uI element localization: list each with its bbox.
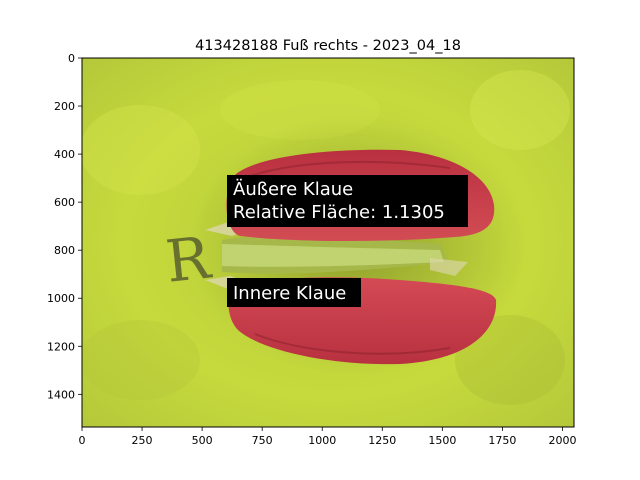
y-tick-label: 0 <box>68 52 75 65</box>
outer-claw-label-box <box>227 175 468 227</box>
y-tick-label: 200 <box>54 100 75 113</box>
x-axis: 0 250 500 750 1000 1250 1500 1750 2000 <box>79 427 576 447</box>
y-tick-label: 400 <box>54 148 75 161</box>
x-tick-label: 0 <box>79 434 86 447</box>
x-tick-label: 1750 <box>488 434 516 447</box>
inner-claw-label: Innere Klaue <box>227 278 361 307</box>
y-tick-label: 600 <box>54 196 75 209</box>
x-tick-label: 1500 <box>428 434 456 447</box>
y-axis: 0 200 400 600 800 1000 1200 1400 <box>47 52 82 401</box>
handwritten-r-mark: R <box>163 223 216 295</box>
x-tick-label: 250 <box>132 434 153 447</box>
outer-claw-label: Äußere Klaue Relative Fläche: 1.1305 <box>227 175 468 227</box>
x-tick-label: 750 <box>252 434 273 447</box>
inner-claw-label-box <box>227 278 361 307</box>
inner-claw-label-line1: Innere Klaue <box>233 283 346 304</box>
x-tick-label: 1250 <box>368 434 396 447</box>
outer-claw-label-line2: Relative Fläche: 1.1305 <box>233 202 445 223</box>
chart-title: 413428188 Fuß rechts - 2023_04_18 <box>195 38 461 54</box>
y-tick-label: 800 <box>54 244 75 257</box>
x-tick-label: 1000 <box>308 434 336 447</box>
axes-frame <box>81 57 575 428</box>
y-tick-label: 1200 <box>47 340 75 353</box>
x-tick-label: 500 <box>192 434 213 447</box>
photo: R <box>82 58 574 427</box>
outer-claw-label-line1: Äußere Klaue <box>233 179 353 200</box>
y-tick-label: 1400 <box>47 388 75 401</box>
x-tick-label: 2000 <box>548 434 576 447</box>
y-tick-label: 1000 <box>47 292 75 305</box>
